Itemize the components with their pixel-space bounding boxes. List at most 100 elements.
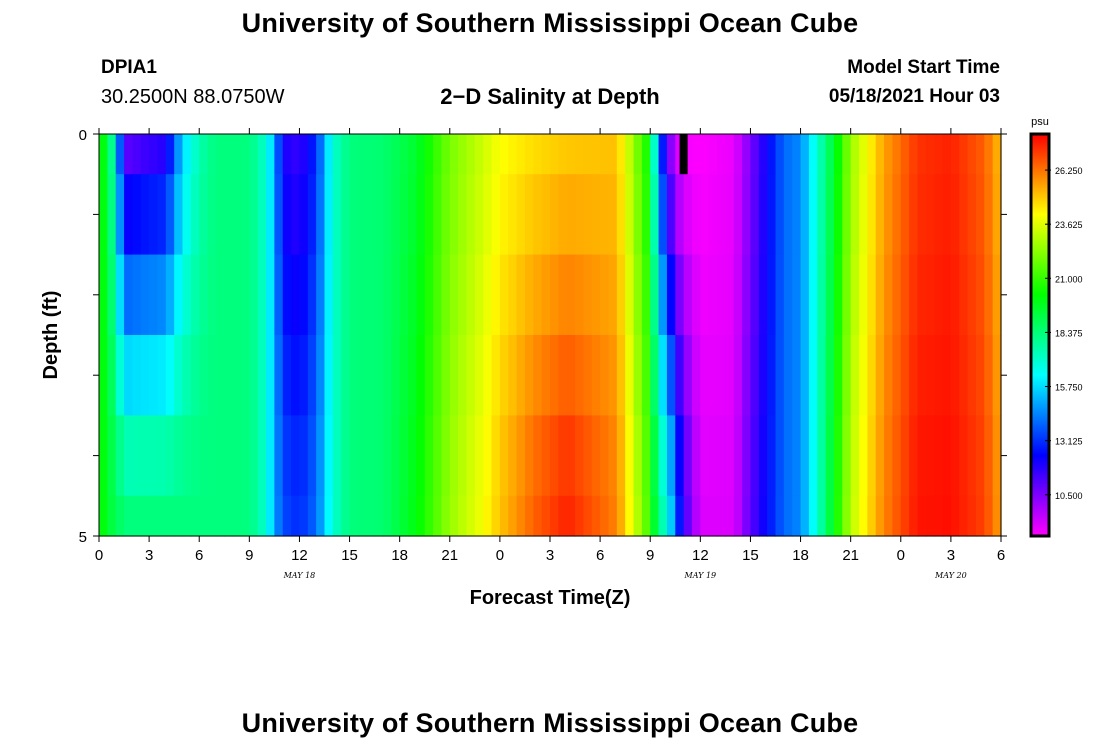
heat-cell <box>884 254 894 336</box>
heat-cell <box>825 254 835 336</box>
heat-cell <box>399 134 409 175</box>
heat-cell <box>132 254 142 336</box>
heat-cell <box>533 415 543 497</box>
heat-cell <box>541 415 551 497</box>
heat-cell <box>458 254 468 336</box>
page-title: University of Southern Mississippi Ocean… <box>241 8 859 38</box>
heat-cell <box>224 174 234 256</box>
heat-cell <box>708 495 718 537</box>
heat-cell <box>149 254 159 336</box>
heat-cell <box>366 335 376 416</box>
heat-cell <box>909 335 919 416</box>
heat-cell <box>708 174 718 256</box>
heat-cell <box>750 174 760 256</box>
heat-cell <box>266 335 275 416</box>
heat-cell <box>867 134 877 175</box>
heat-cell <box>608 254 618 336</box>
heat-cell <box>691 495 701 537</box>
heat-cell <box>115 134 125 175</box>
heat-cell <box>884 174 894 256</box>
heat-cell <box>441 495 451 537</box>
heat-cell <box>274 335 284 416</box>
heat-cell <box>575 134 585 175</box>
heat-cell <box>708 254 718 336</box>
heat-cell <box>959 415 969 497</box>
heat-cell <box>984 134 994 175</box>
heat-cell <box>199 134 209 175</box>
heat-cell <box>641 134 651 175</box>
x-tick-label: 15 <box>742 547 759 564</box>
heat-cell <box>783 254 793 336</box>
heat-cell <box>850 415 860 497</box>
heat-cell <box>382 335 392 416</box>
heat-cell <box>783 415 793 497</box>
heat-cell <box>767 335 777 416</box>
heat-cell <box>140 254 150 336</box>
heat-cell <box>817 335 827 416</box>
heatmap-cells <box>99 134 1002 537</box>
heat-cell <box>833 335 843 416</box>
heat-cell <box>641 415 651 497</box>
heat-cell <box>149 415 159 497</box>
heat-cell <box>207 174 217 256</box>
heat-cell <box>600 254 610 336</box>
heat-cell <box>441 415 451 497</box>
heat-cell <box>550 174 559 256</box>
heat-cell <box>742 415 752 497</box>
heat-cell <box>324 495 334 537</box>
heat-cell <box>583 254 593 336</box>
heat-cell <box>424 254 434 336</box>
heat-cell <box>224 134 234 175</box>
heat-cell <box>374 335 384 416</box>
heat-cell <box>708 415 718 497</box>
heat-cell <box>266 254 275 336</box>
heat-cell <box>424 495 434 537</box>
heat-cell <box>884 335 894 416</box>
heat-cell <box>992 174 1002 256</box>
heat-cell <box>608 495 618 537</box>
heat-cell <box>157 174 167 256</box>
heat-cell <box>950 415 960 497</box>
heat-cell <box>875 415 885 497</box>
heat-cell <box>942 174 952 256</box>
heat-cell <box>399 174 409 256</box>
heat-cell <box>825 134 835 175</box>
heat-cell <box>850 335 860 416</box>
heat-cell <box>508 134 518 175</box>
heat-cell <box>775 134 785 175</box>
heat-cell <box>850 495 860 537</box>
heat-cell <box>833 174 843 256</box>
heat-cell <box>424 415 434 497</box>
heat-cell <box>867 415 877 497</box>
heat-cell <box>408 134 417 175</box>
heat-cell <box>658 415 668 497</box>
heat-cell <box>733 254 743 336</box>
heat-cell <box>892 415 902 497</box>
heat-cell <box>157 415 167 497</box>
heat-cell <box>232 495 242 537</box>
heat-cell <box>533 174 543 256</box>
heat-cell <box>833 254 843 336</box>
heat-cell <box>533 495 543 537</box>
heat-cell <box>291 335 301 416</box>
heat-cell <box>683 174 693 256</box>
heat-cell <box>867 254 877 336</box>
heat-cell <box>725 335 735 416</box>
heat-cell <box>307 495 317 537</box>
heat-cell <box>399 495 409 537</box>
heat-cell <box>959 335 969 416</box>
heat-cell <box>975 254 985 336</box>
y-tick-label: 5 <box>79 529 87 546</box>
heat-cell <box>925 254 935 336</box>
heat-cell <box>817 174 827 256</box>
heat-cell <box>366 495 376 537</box>
heat-cell <box>541 254 551 336</box>
heat-cell <box>433 335 443 416</box>
heat-cell <box>499 415 509 497</box>
heat-cell <box>466 254 476 336</box>
heat-cell <box>349 174 359 256</box>
heat-cell <box>115 254 125 336</box>
heat-cell <box>691 134 701 175</box>
heat-cell <box>357 254 367 336</box>
heat-cell <box>842 335 852 416</box>
